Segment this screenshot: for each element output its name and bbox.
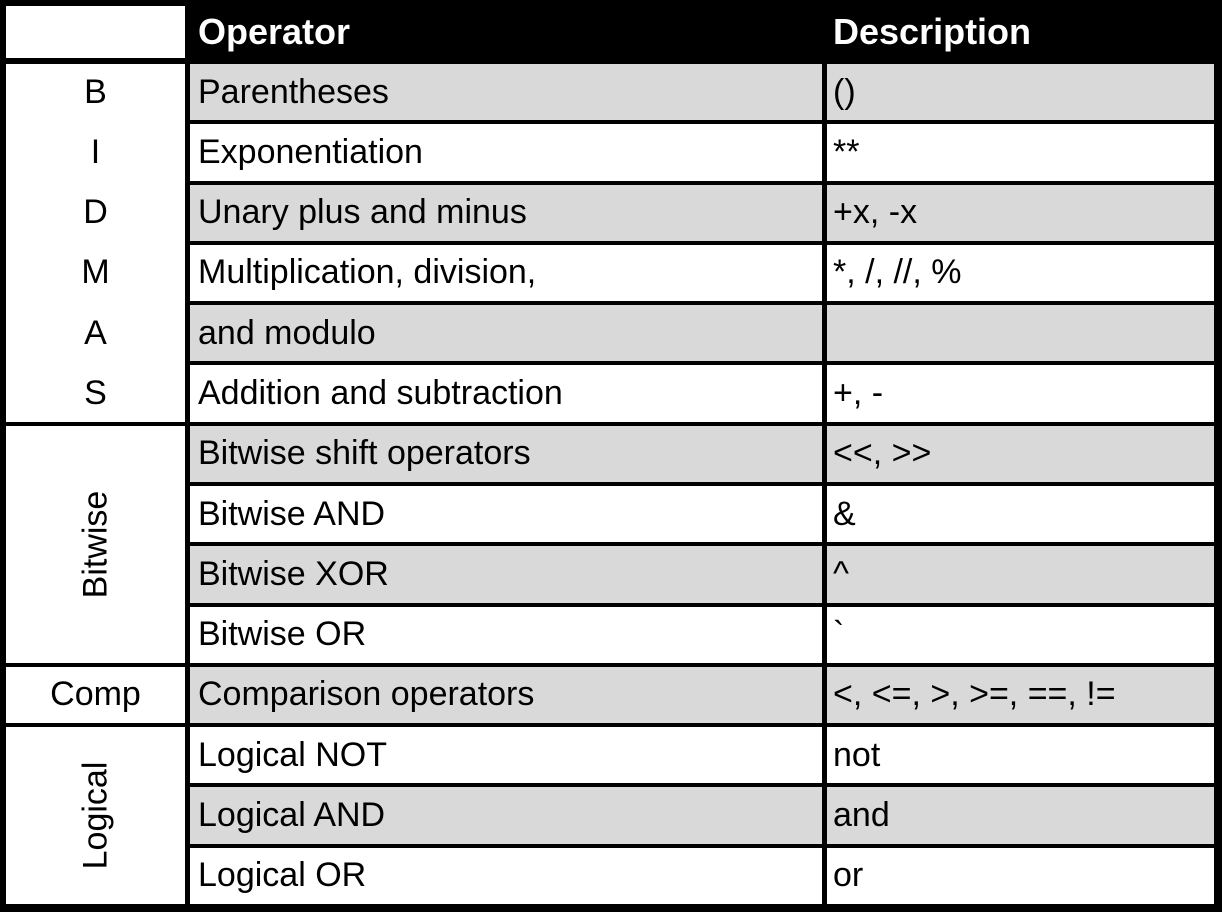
group-label: Comp (50, 675, 141, 714)
row-operator-cell: Exponentiation (190, 124, 822, 181)
row-description-cell: *, /, //, % (827, 244, 1214, 302)
group-bitwise: Bitwise (6, 425, 185, 663)
row-description-cell: () (827, 64, 1214, 121)
row-operator-cell: Logical OR (190, 847, 822, 904)
row-operator-cell: Unary plus and minus (190, 184, 822, 241)
row-description-cell: & (827, 486, 1214, 543)
group-letter: S (84, 374, 107, 413)
header-description: Description (833, 11, 1032, 52)
group-label: Bitwise (75, 490, 114, 599)
row-description-cell: ** (827, 124, 1214, 181)
group-letter: I (90, 132, 101, 171)
group-label: Logical (76, 761, 114, 870)
group-label-wrapper: Comp (6, 667, 185, 723)
row-description-cell (827, 305, 1214, 362)
row-operator-cell: Parentheses (190, 64, 822, 121)
row-description-cell: <, <=, >, >=, ==, != (827, 666, 1214, 724)
group-logical: Logical (6, 727, 185, 904)
row-description-cell: and (827, 787, 1214, 844)
row-operator-cell: Bitwise AND (190, 486, 822, 543)
header-corner-cell (6, 6, 185, 58)
row-description-cell: or (827, 847, 1214, 904)
row-operator-cell: Addition and subtraction (190, 365, 822, 422)
group-letter: M (81, 253, 110, 292)
row-description-cell: <<, >> (827, 425, 1214, 482)
row-operator-cell: Logical AND (190, 787, 822, 844)
row-operator-cell: Bitwise XOR (190, 546, 822, 603)
header-operator: Operator (198, 11, 351, 52)
row-operator-cell: Bitwise shift operators (190, 425, 822, 482)
group-bidmas: BIDMASBIDMAS (6, 64, 185, 422)
row-operator-cell: Multiplication, division, (190, 244, 822, 302)
row-operator-cell: and modulo (190, 305, 822, 362)
row-description-cell: ` (827, 606, 1214, 663)
row-operator-cell: Bitwise OR (190, 606, 822, 663)
group-letter: B (84, 72, 107, 111)
row-description-cell: +, - (827, 365, 1214, 422)
row-description-cell: not (827, 727, 1214, 784)
group-comp: Comp (6, 666, 185, 724)
group-label-wrapper: Bitwise (6, 426, 185, 663)
group-letter: D (83, 193, 108, 232)
group-letter: A (84, 313, 107, 352)
row-operator-cell: Logical NOT (190, 727, 822, 784)
row-operator-cell: Comparison operators (190, 666, 822, 724)
row-description-cell: +x, -x (827, 184, 1214, 241)
group-label-wrapper: Logical (6, 727, 185, 904)
row-description-cell: ^ (827, 546, 1214, 603)
